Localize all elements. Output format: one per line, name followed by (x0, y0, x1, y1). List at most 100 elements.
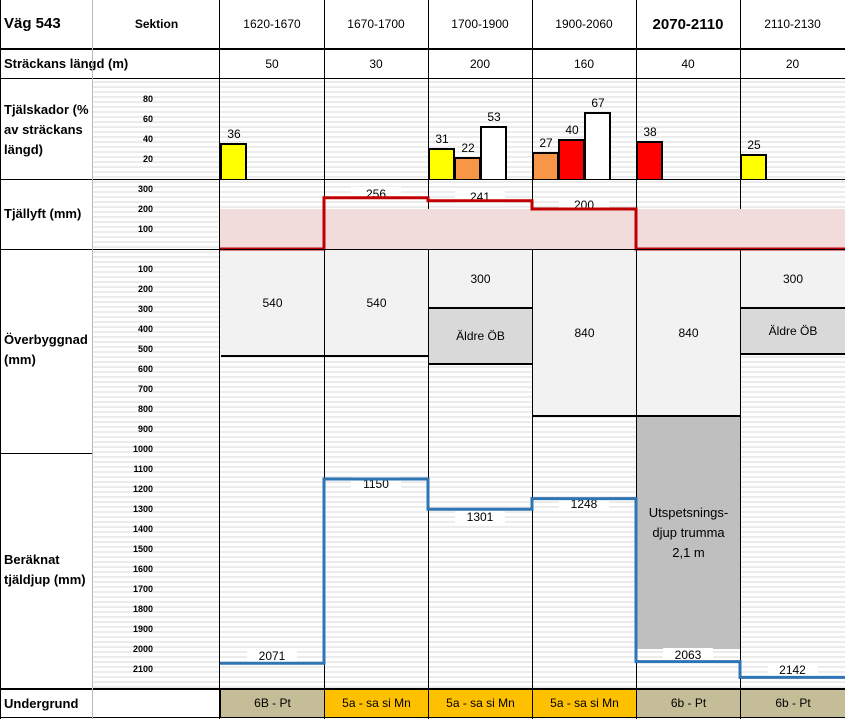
depth-tick: 200 (137, 284, 153, 294)
depth-tick: 900 (137, 424, 153, 434)
length-divider (0, 78, 845, 79)
culvert-line1: Utspetsnings- (648, 505, 729, 520)
frost-line (220, 477, 845, 679)
section-header-5: 2110-2130 (764, 17, 821, 31)
section-length-2: 200 (469, 57, 491, 71)
damage-bar (740, 154, 767, 179)
frost-value-4: 2063 (663, 647, 713, 662)
damage-bar-label: 22 (461, 141, 475, 155)
depth-tick: 300 (137, 304, 153, 314)
depth-tick: 1200 (132, 484, 153, 494)
damage-bar-label: 40 (565, 123, 579, 137)
pavement-layer-1: 540 (325, 250, 428, 357)
pavement-row-label: Överbyggnad (mm) (4, 332, 88, 367)
section-length-4: 40 (681, 57, 695, 71)
heave-tick: 200 (137, 204, 153, 214)
depth-tick: 1300 (132, 504, 153, 514)
culvert-line3: 2,1 m (672, 545, 705, 560)
subgrade-cell-5: 6b - Pt (740, 689, 845, 717)
heave-tick: 300 (137, 184, 153, 194)
depth-tick: 1600 (132, 564, 153, 574)
frost-value-5: 2142 (767, 663, 818, 678)
depth-tick: 1100 (133, 464, 153, 474)
section-length-3: 160 (573, 57, 595, 71)
old-pavement-layer-5: Äldre ÖB (741, 309, 845, 355)
depth-tick: 1400 (132, 524, 153, 534)
damage-bar-label: 53 (487, 110, 501, 124)
section-header-1: 1670-1700 (347, 17, 405, 31)
pavement-divider (0, 453, 93, 454)
damage-tick: 60 (142, 114, 153, 124)
depth-tick: 2100 (132, 664, 153, 674)
depth-tick: 700 (137, 384, 153, 394)
section-divider-4 (636, 0, 637, 719)
length-row-label: Sträckans längd (m) (4, 56, 129, 71)
depth-tick: 600 (137, 364, 153, 374)
culvert-block: Utspetsnings-djup trumma 2,1 m (637, 417, 740, 649)
road-title: Väg 543 (4, 15, 61, 32)
damage-bar-label: 27 (539, 136, 553, 150)
damage-bar-label: 31 (435, 132, 449, 146)
heave-tick: 100 (137, 224, 153, 234)
damage-bar (480, 126, 507, 179)
depth-tick: 1000 (132, 444, 153, 454)
damage-bar-label: 38 (643, 125, 657, 139)
frost-value-2: 1301 (455, 510, 505, 525)
subgrade-cell-3: 5a - sa si Mn (532, 689, 636, 717)
pavement-layer-3: 840 (533, 250, 636, 417)
section-header-4: 2070-2110 (652, 15, 724, 33)
label-divider (92, 0, 93, 719)
section-length-1: 30 (369, 57, 383, 71)
pavement-layer-2: 300 (429, 250, 532, 309)
damage-row-label: Tjälskador (% av sträckans längd) (4, 102, 89, 157)
subgrade-cell-0: 6B - Pt (220, 689, 324, 717)
depth-tick: 400 (137, 324, 153, 334)
section-header-3: 1900-2060 (555, 17, 613, 31)
depth-tick: 500 (137, 344, 153, 354)
frost-value-0: 2071 (247, 649, 297, 664)
section-header-0: 1620-1670 (243, 17, 301, 31)
damage-divider (0, 179, 845, 180)
damage-bar (532, 152, 559, 179)
depth-tick: 1800 (132, 604, 153, 614)
frost-row-label: Beräknat tjäldjup (mm) (4, 552, 86, 587)
damage-bar-label: 25 (747, 138, 761, 152)
damage-bar-label: 36 (227, 127, 241, 141)
subgrade-divider (0, 688, 845, 690)
damage-bar (220, 143, 247, 179)
damage-tick: 40 (142, 134, 153, 144)
depth-tick: 1700 (132, 584, 153, 594)
section-length-0: 50 (265, 57, 279, 71)
section-divider-2 (428, 0, 429, 719)
damage-tick: 80 (142, 94, 153, 104)
heave-row-label: Tjällyft (mm) (4, 206, 82, 221)
damage-bar-label: 67 (591, 96, 605, 110)
axis-divider (219, 0, 220, 719)
depth-tick: 100 (137, 264, 153, 274)
damage-bar (636, 141, 663, 179)
header-divider (0, 48, 845, 50)
section-header-2: 1700-1900 (451, 17, 509, 31)
pavement-layer-0: 540 (221, 250, 324, 357)
subgrade-cell-4: 6b - Pt (636, 689, 740, 717)
subgrade-row-label: Undergrund (4, 696, 79, 711)
section-divider-1 (324, 0, 325, 719)
culvert-line2: djup trumma (652, 525, 725, 540)
old-pavement-layer-2: Äldre ÖB (429, 309, 532, 365)
depth-tick: 800 (137, 404, 153, 414)
damage-bar (584, 112, 611, 179)
pavement-layer-4: 840 (637, 250, 740, 417)
section-divider-5 (740, 0, 741, 719)
left-border (0, 0, 1, 719)
heave-divider (0, 249, 845, 250)
subgrade-cell-1: 5a - sa si Mn (324, 689, 428, 717)
pavement-layer-5: 300 (741, 250, 845, 309)
bottom-border (0, 717, 845, 718)
depth-tick: 2000 (132, 644, 153, 654)
depth-tick: 1900 (132, 624, 153, 634)
subgrade-cell-2: 5a - sa si Mn (428, 689, 532, 717)
damage-tick: 20 (142, 154, 153, 164)
heave-band (220, 209, 845, 249)
